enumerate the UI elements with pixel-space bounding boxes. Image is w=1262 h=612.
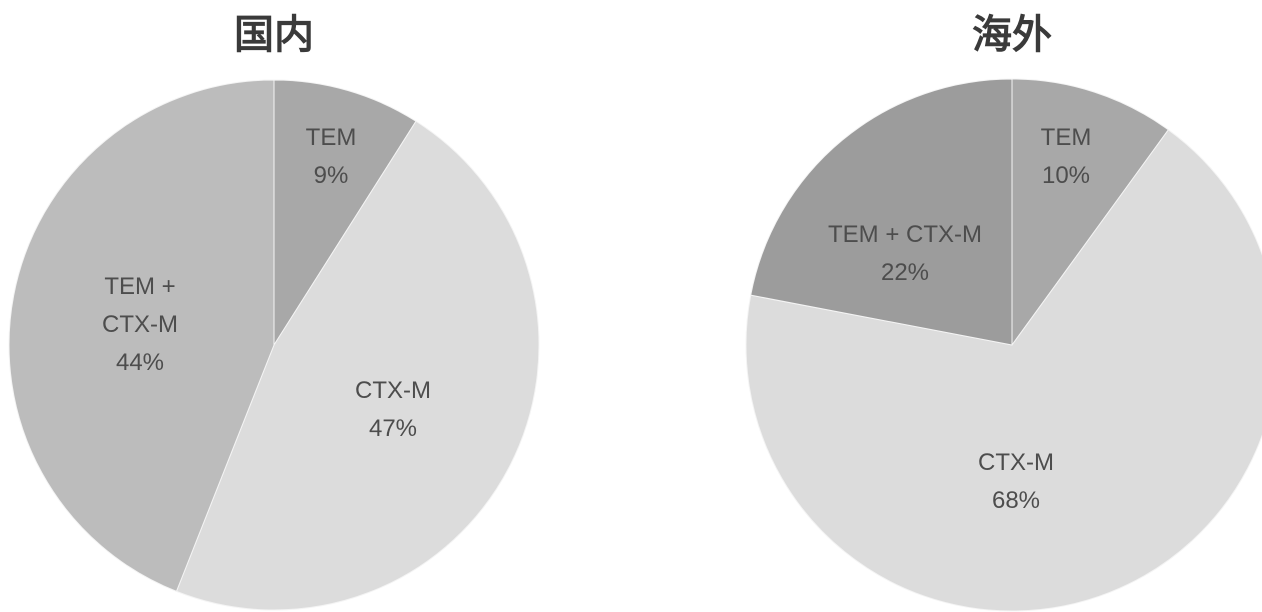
domestic-slice-tem-ctx-m	[8, 79, 275, 593]
overseas-slice-label-line: 68%	[992, 487, 1040, 514]
domestic-slice-label-line: 47%	[369, 415, 417, 442]
pie-overseas: TEM 10% CTX-M 68% TEM + CTX-M 22%	[745, 78, 1262, 612]
overseas-slice-label-ctx-m: CTX-M 68%	[978, 449, 1054, 514]
overseas-slice-label-line: TEM + CTX-M	[828, 221, 982, 248]
domestic-slice-label-ctx-m: CTX-M 47%	[355, 377, 431, 442]
domestic-slice-label-line: 9%	[314, 162, 349, 189]
domestic-slice-label-line: CTX-M	[355, 377, 431, 404]
chart-title-domestic: 国内	[234, 12, 314, 58]
domestic-slice-label-tem-ctx-m: TEM + CTX-M 44%	[102, 273, 178, 376]
overseas-slice-label-line: TEM	[1041, 124, 1092, 151]
overseas-slice-label-line: 10%	[1042, 162, 1090, 189]
overseas-slice-tem-ctx-m	[750, 78, 1013, 346]
domestic-slice-ctx-m	[175, 120, 540, 611]
overseas-slice-label-tem-ctx-m: TEM + CTX-M 22%	[828, 221, 982, 286]
domestic-slice-label-line: TEM +	[104, 273, 175, 300]
domestic-slice-label-line: TEM	[306, 124, 357, 151]
overseas-slice-ctx-m	[745, 129, 1262, 612]
domestic-slice-label-line: CTX-M	[102, 311, 178, 338]
domestic-slice-label-tem: TEM 9%	[306, 124, 357, 189]
overseas-slice-label-tem: TEM 10%	[1041, 124, 1092, 189]
chart-title-overseas: 海外	[972, 12, 1052, 58]
overseas-slice-label-line: 22%	[881, 259, 929, 286]
domestic-slice-tem	[273, 79, 417, 347]
overseas-slice-label-line: CTX-M	[978, 449, 1054, 476]
overseas-slice-tem	[1011, 78, 1170, 347]
domestic-slice-label-line: 44%	[116, 349, 164, 376]
pie-domestic: TEM 9% CTX-M 47% TEM + CTX-M 44%	[8, 79, 540, 611]
